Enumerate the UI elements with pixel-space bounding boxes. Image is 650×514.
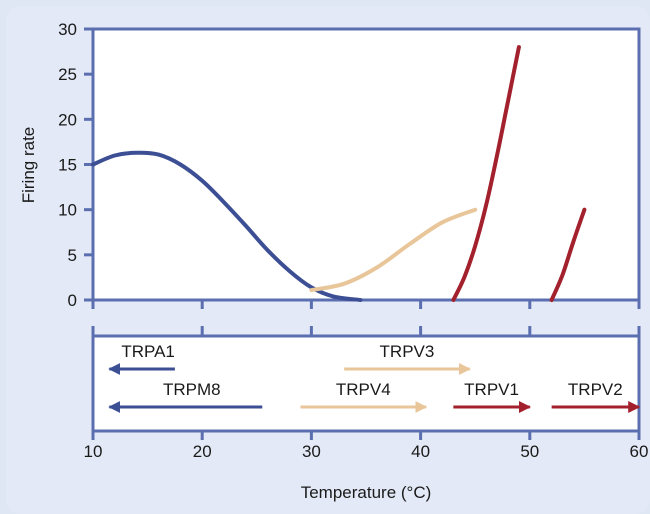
curve-trpv2 [549,207,587,302]
y-tick-label: 30 [58,20,77,39]
y-tick-label: 10 [58,201,77,220]
x-axis: 10 20 30 40 50 60 [84,300,649,461]
x-tick-label: 60 [630,442,649,461]
y-axis: 0 5 10 15 20 25 30 [58,20,93,310]
y-tick-label: 0 [68,291,77,310]
y-tick-label: 25 [58,65,77,84]
y-tick-label: 15 [58,156,77,175]
channel-ranges: TRPA1 TRPV3 TRPM8 TRPV4 TRPV1 TRPV2 [108,342,641,413]
x-tick-label: 50 [520,442,539,461]
plot-panel [91,27,641,302]
x-axis-title: Temperature (°C) [301,483,432,502]
range-label-trpv3: TRPV3 [380,342,435,361]
curve-trpv4 [309,207,478,293]
x-tick-label: 40 [411,442,430,461]
y-tick-label: 20 [58,110,77,129]
response-curves [91,45,587,302]
x-tick-label: 30 [302,442,321,461]
range-label-trpv2: TRPV2 [568,380,623,399]
y-tick-label: 5 [68,246,77,265]
x-tick-label: 10 [84,442,103,461]
range-label-trpv4: TRPV4 [336,380,391,399]
range-label-trpv1: TRPV1 [464,380,519,399]
range-label-trpa1: TRPA1 [121,342,175,361]
curve-trpm8 [91,150,363,302]
y-axis-title: Firing rate [19,127,38,204]
x-tick-label: 20 [193,442,212,461]
channel-range-panel [91,334,641,433]
range-label-trpm8: TRPM8 [163,380,221,399]
curve-trpv1 [451,45,521,302]
